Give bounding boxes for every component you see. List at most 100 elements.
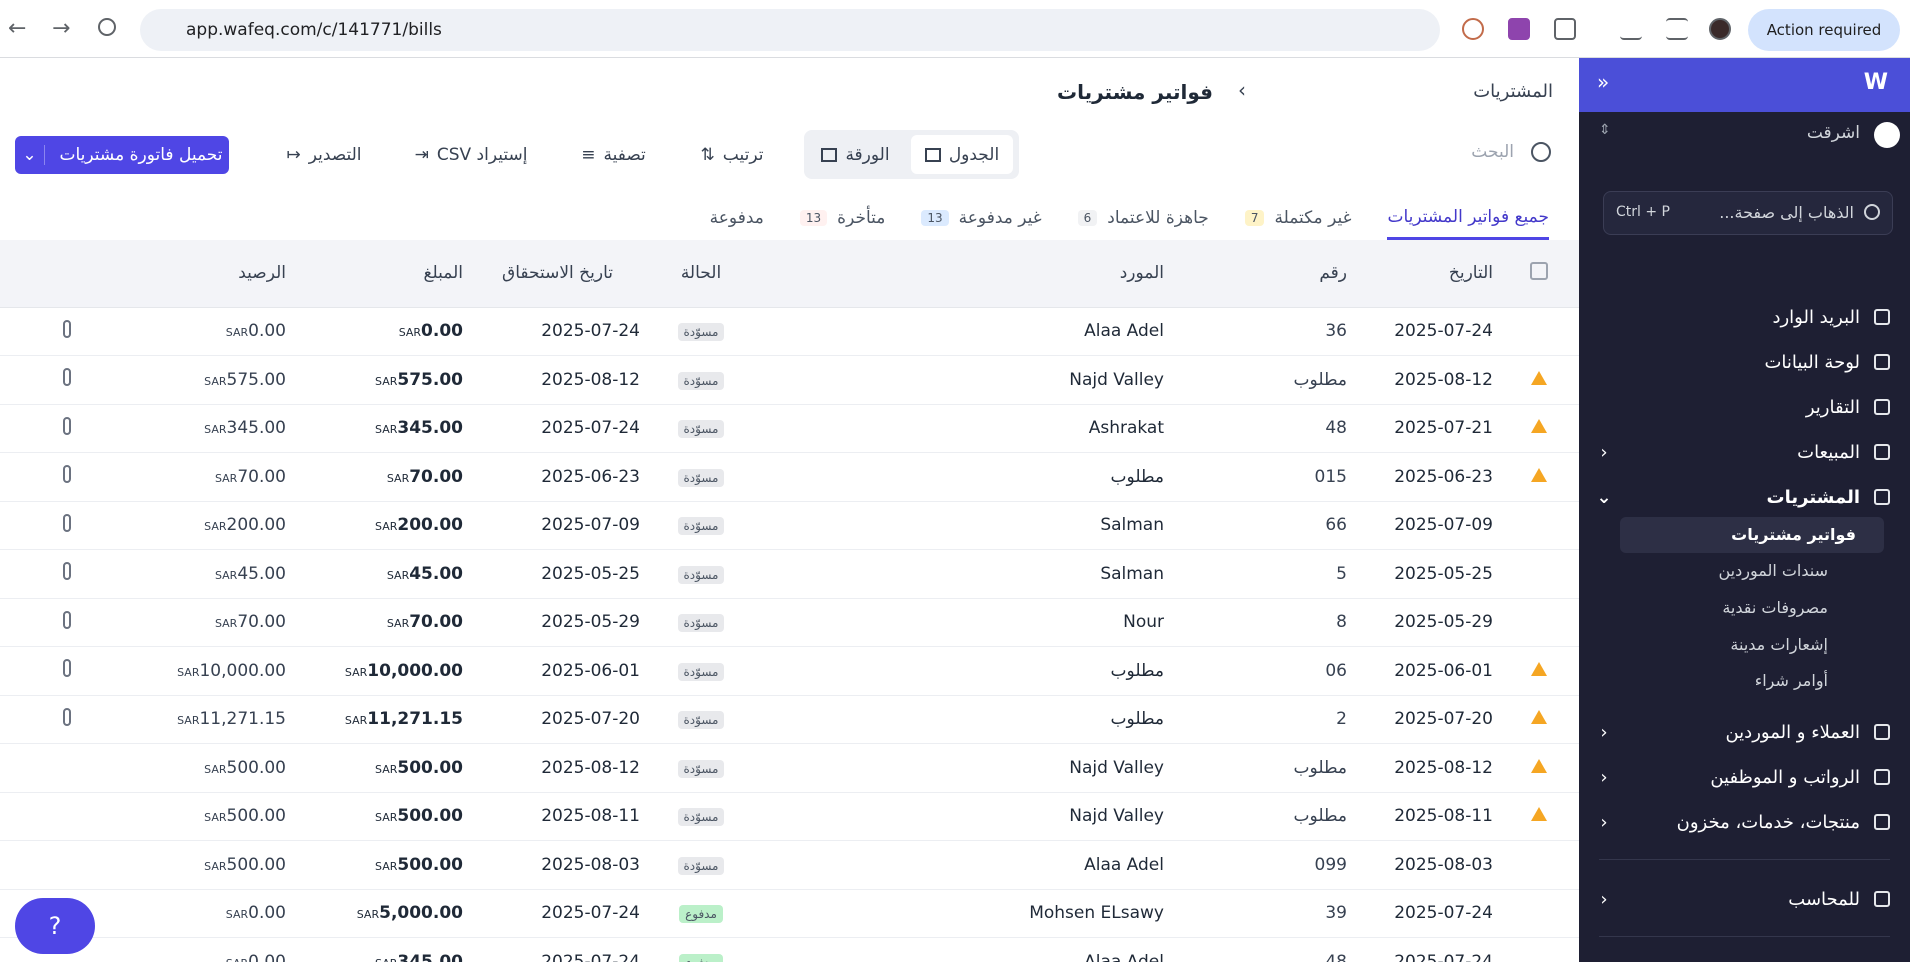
amount: 11,271.15 — [367, 709, 463, 730]
tab[interactable]: غير مكتملة 7 — [1244, 196, 1351, 240]
tab-label: جاهزة للاعتماد — [1107, 208, 1209, 228]
sheet-view-button[interactable]: الورقة — [810, 135, 901, 174]
warning-icon — [1531, 710, 1547, 725]
warning-cell — [1499, 355, 1579, 405]
nav-item[interactable]: لوحة البيانات — [1579, 342, 1910, 382]
import-button[interactable]: إستيراد CSV ⇥ — [412, 135, 530, 174]
currency: SAR — [375, 374, 398, 388]
filter-button[interactable]: تصفية ≡ — [577, 135, 650, 174]
nav-item[interactable]: المشتريات ⌄ — [1579, 477, 1910, 517]
attachment-icon[interactable] — [63, 368, 71, 387]
address-bar[interactable]: app.wafeq.com/c/141771/bills — [140, 9, 1440, 51]
nav-subitem[interactable]: أوامر شراء — [1754, 671, 1828, 690]
nav-subitem[interactable]: فواتير مشتريات — [1620, 517, 1884, 553]
nav-item[interactable]: منتجات، خدمات، مخزون ‹ — [1579, 802, 1910, 842]
attachment-icon[interactable] — [63, 465, 71, 484]
status-cell: مسوّدة — [646, 355, 756, 405]
media-button[interactable] — [1666, 18, 1688, 40]
dropdown-arrow[interactable]: ⌄ — [15, 145, 45, 165]
nav-subitem[interactable]: مصروفات نقدية — [1722, 598, 1828, 617]
divider — [1599, 936, 1890, 937]
column-header: التاريخ — [1353, 240, 1499, 308]
icon: ↦ — [286, 144, 301, 165]
nav-label: البريد الوارد — [1772, 306, 1860, 328]
bill-row[interactable]: 2025-08-12 مطلوب Najd Valley مسوّدة 2025-08-… — [0, 355, 1579, 405]
nav-label: المبيعات — [1797, 441, 1860, 463]
bill-row[interactable]: 2025-07-20 2 مطلوب مسوّدة 2025-07-20 11,271.1… — [0, 695, 1579, 744]
attachment-icon[interactable] — [63, 513, 71, 532]
tab-label: غير مدفوعة — [958, 208, 1042, 228]
tab[interactable]: جميع فواتير المشتريات — [1387, 196, 1549, 240]
tab[interactable]: غير مدفوعة 13 — [921, 196, 1042, 240]
org-name[interactable]: اشرقت — [1806, 123, 1860, 143]
bill-row[interactable]: 2025-06-01 06 مطلوب مسوّدة 2025-06-01 10,000.… — [0, 646, 1579, 696]
bill-row[interactable]: 2025-08-12 مطلوب Najd Valley مسوّدة 2025-08-… — [0, 743, 1579, 793]
bill-row[interactable]: 2025-06-23 015 مطلوب مسوّدة 2025-06-23 70.00S… — [0, 452, 1579, 502]
extension-icon[interactable] — [1508, 18, 1530, 40]
bill-row[interactable]: 2025-05-25 5 Salman مسوّدة 2025-05-25 45.00SA… — [0, 549, 1579, 599]
table-view-button[interactable]: الجدول — [911, 135, 1013, 174]
nav-item[interactable]: البريد الوارد — [1579, 297, 1910, 337]
upload-button[interactable]: ⌄ تحميل فاتورة مشتريات — [15, 136, 229, 174]
sort-button[interactable]: ترتيب ⇅ — [697, 135, 767, 174]
currency: SAR — [386, 617, 410, 631]
nav-item[interactable]: الحسابات البنكية — [1579, 956, 1910, 962]
label: الورقة — [845, 144, 890, 165]
bill-row[interactable]: 2025-07-09 66 Salman مسوّدة 2025-07-09 200.00… — [0, 501, 1579, 550]
number: 5 — [1170, 549, 1353, 599]
currency: SAR — [398, 326, 422, 340]
reload-button[interactable] — [98, 18, 116, 36]
attachment-icon[interactable] — [63, 416, 71, 435]
tab[interactable]: جاهزة للاعتماد 6 — [1077, 196, 1209, 240]
attachment-cell — [0, 452, 134, 502]
column-header: الرصيد — [134, 240, 292, 308]
attachment-icon[interactable] — [63, 319, 71, 338]
tab[interactable]: متأخرة 13 — [799, 196, 885, 240]
status-cell: مسوّدة — [646, 792, 756, 841]
nav-item[interactable]: التقارير — [1579, 387, 1910, 427]
bill-row[interactable]: 2025-07-21 48 Ashrakat مسوّدة 2025-07-24 345.… — [0, 404, 1579, 453]
warning-cell — [1499, 937, 1579, 962]
nav-item[interactable]: الرواتب و الموظفين ‹ — [1579, 757, 1910, 797]
status-chip: مسوّدة — [677, 517, 725, 536]
profile-avatar[interactable] — [1709, 18, 1731, 40]
attachment-icon[interactable] — [63, 610, 71, 629]
date: 2025-07-20 — [1353, 695, 1499, 744]
attachment-icon[interactable] — [63, 562, 71, 581]
org-switch[interactable]: ⇕ — [1599, 122, 1611, 138]
breadcrumb[interactable]: المشتريات — [1473, 81, 1553, 102]
balance: 500.00 — [226, 806, 286, 827]
warning-cell — [1499, 743, 1579, 793]
back-button[interactable]: ← — [8, 16, 27, 41]
bill-row[interactable]: 2025-07-24 36 Alaa Adel مسوّدة 2025-07-24 0.0… — [0, 307, 1579, 356]
extensions-button[interactable] — [1554, 18, 1576, 40]
status-cell: مسوّدة — [646, 549, 756, 599]
nav-item[interactable]: العملاء و الموردين ‹ — [1579, 712, 1910, 752]
forward-button[interactable]: → — [52, 16, 71, 41]
nav-search[interactable]: الذهاب إلى صفحة... Ctrl + P — [1603, 191, 1893, 235]
nav-item[interactable]: للمحاسب ‹ — [1579, 879, 1910, 919]
number: 2 — [1170, 695, 1353, 744]
help-button[interactable]: ? — [15, 898, 95, 954]
attachment-icon[interactable] — [63, 659, 71, 678]
collapse-button[interactable]: » — [1597, 70, 1610, 94]
supplier: مطلوب — [756, 695, 1170, 744]
export-button[interactable]: التصدير ↦ — [283, 135, 365, 174]
extension-icon[interactable] — [1462, 18, 1484, 40]
bill-row[interactable]: 2025-07-24 39 Mohsen ELsawy مدفوع 2025-07-24… — [0, 889, 1579, 938]
balance-cell: 0.00SAR — [134, 889, 292, 938]
status-chip: مسوّدة — [677, 371, 725, 390]
attachment-icon[interactable] — [63, 707, 71, 726]
action-required-button[interactable]: Action required — [1748, 9, 1900, 51]
downloads-button[interactable] — [1620, 18, 1642, 40]
bill-row[interactable]: 2025-05-29 8 Nour مسوّدة 2025-05-29 70.00SAR 7… — [0, 598, 1579, 647]
nav-subitem[interactable]: سندات الموردين — [1718, 561, 1828, 580]
bill-row[interactable]: 2025-08-11 مطلوب Najd Valley مسوّدة 2025-08-… — [0, 792, 1579, 841]
nav-item[interactable]: المبيعات ‹ — [1579, 432, 1910, 472]
nav-subitem[interactable]: إشعارات مدينة — [1730, 635, 1828, 654]
search-input[interactable]: البحث — [1471, 142, 1514, 162]
bill-row[interactable]: 2025-08-03 099 Alaa Adel مسوّدة 2025-08-03 50… — [0, 840, 1579, 890]
warning-cell — [1499, 307, 1579, 356]
tab[interactable]: مدفوعة — [710, 196, 764, 240]
